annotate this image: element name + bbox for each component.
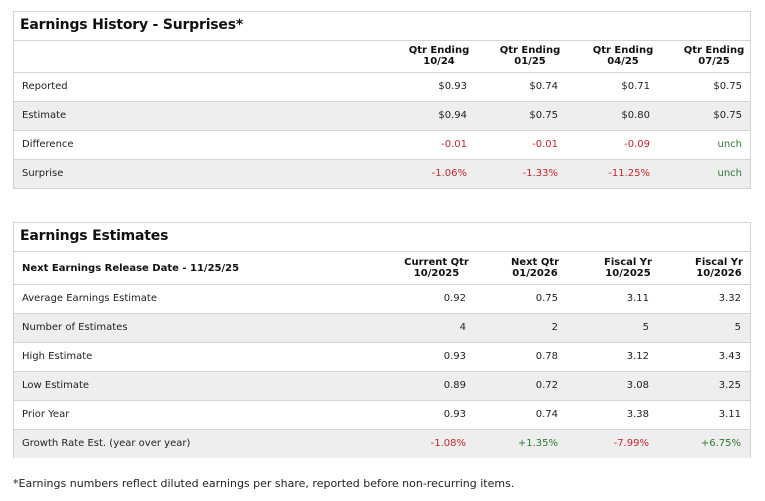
footnote: *Earnings numbers reflect diluted earnin… — [13, 477, 515, 490]
cell-value: 4 — [459, 322, 466, 333]
cell-value: 5 — [642, 322, 649, 333]
row-label: Prior Year — [22, 409, 70, 420]
table-row: High Estimate 0.93 0.78 3.12 3.43 — [14, 342, 750, 371]
cell-value: -1.06% — [431, 168, 467, 179]
column-header: Fiscal Yr 10/2025 — [604, 257, 652, 279]
cell-value: -0.01 — [441, 139, 467, 150]
row-label: Growth Rate Est. (year over year) — [22, 438, 191, 449]
table-row: Growth Rate Est. (year over year) -1.08%… — [14, 429, 750, 458]
cell-value: 3.25 — [718, 380, 741, 391]
row-label: Number of Estimates — [22, 322, 128, 333]
table-row: Prior Year 0.93 0.74 3.38 3.11 — [14, 400, 750, 429]
cell-value: -11.25% — [608, 168, 650, 179]
cell-value: 3.32 — [718, 293, 741, 304]
cell-value: 0.75 — [535, 293, 558, 304]
surprises-header: Qtr Ending 10/24 Qtr Ending 01/25 Qtr En… — [14, 45, 750, 75]
cell-value: $0.93 — [438, 81, 467, 92]
table-row: Number of Estimates 4 2 5 5 — [14, 313, 750, 342]
cell-value: -0.09 — [624, 139, 650, 150]
cell-value: 0.92 — [443, 293, 466, 304]
cell-value: +6.75% — [700, 438, 741, 449]
cell-value: -7.99% — [613, 438, 649, 449]
row-label: Reported — [22, 81, 68, 92]
title-divider — [14, 251, 750, 252]
cell-value: 0.72 — [535, 380, 558, 391]
cell-value: 0.93 — [443, 351, 466, 362]
earnings-estimates-panel: Earnings Estimates Next Earnings Release… — [13, 222, 751, 458]
cell-value: unch — [717, 139, 742, 150]
cell-value: $0.94 — [438, 110, 467, 121]
cell-value: 0.74 — [535, 409, 558, 420]
row-label: Estimate — [22, 110, 67, 121]
cell-value: 0.89 — [443, 380, 466, 391]
title-divider — [14, 40, 750, 41]
table-row: Estimate $0.94 $0.75 $0.80 $0.75 — [14, 101, 750, 130]
row-label: Average Earnings Estimate — [22, 293, 157, 304]
row-label: High Estimate — [22, 351, 93, 362]
cell-value: 0.78 — [535, 351, 558, 362]
column-header: Qtr Ending 07/25 — [683, 45, 745, 67]
table-row: Reported $0.93 $0.74 $0.71 $0.75 — [14, 72, 750, 101]
cell-value: $0.80 — [621, 110, 650, 121]
cell-value: -1.08% — [430, 438, 466, 449]
column-header: Qtr Ending 04/25 — [592, 45, 654, 67]
cell-value: unch — [717, 168, 742, 179]
cell-value: 3.43 — [718, 351, 741, 362]
surprises-title: Earnings History - Surprises* — [20, 17, 243, 33]
row-label: Low Estimate — [22, 380, 90, 391]
row-label: Difference — [22, 139, 74, 150]
column-header: Qtr Ending 01/25 — [499, 45, 561, 67]
cell-value: -1.33% — [522, 168, 558, 179]
table-row: Average Earnings Estimate 0.92 0.75 3.11… — [14, 284, 750, 313]
cell-value: +1.35% — [517, 438, 558, 449]
estimates-title: Earnings Estimates — [20, 228, 169, 244]
cell-value: $0.71 — [621, 81, 650, 92]
table-row: Low Estimate 0.89 0.72 3.08 3.25 — [14, 371, 750, 400]
cell-value: $0.75 — [529, 110, 558, 121]
cell-value: 3.12 — [626, 351, 649, 362]
table-row: Surprise -1.06% -1.33% -11.25% unch — [14, 159, 750, 188]
table-row: Difference -0.01 -0.01 -0.09 unch — [14, 130, 750, 159]
cell-value: $0.75 — [713, 110, 742, 121]
next-release-date: Next Earnings Release Date - 11/25/25 — [22, 263, 240, 274]
cell-value: 0.93 — [443, 409, 466, 420]
column-header: Current Qtr 10/2025 — [404, 257, 469, 279]
cell-value: 3.11 — [626, 293, 649, 304]
column-header: Qtr Ending 10/24 — [408, 45, 470, 67]
cell-value: 3.38 — [626, 409, 649, 420]
cell-value: $0.75 — [713, 81, 742, 92]
row-label: Surprise — [22, 168, 64, 179]
cell-value: $0.74 — [529, 81, 558, 92]
cell-value: -0.01 — [532, 139, 558, 150]
cell-value: 3.08 — [626, 380, 649, 391]
estimates-header: Next Earnings Release Date - 11/25/25 Cu… — [14, 257, 750, 287]
column-header: Fiscal Yr 10/2026 — [695, 257, 743, 279]
cell-value: 2 — [551, 322, 558, 333]
column-header: Next Qtr 01/2026 — [510, 257, 560, 279]
cell-value: 3.11 — [718, 409, 741, 420]
earnings-history-panel: Earnings History - Surprises* Qtr Ending… — [13, 11, 751, 189]
cell-value: 5 — [734, 322, 741, 333]
